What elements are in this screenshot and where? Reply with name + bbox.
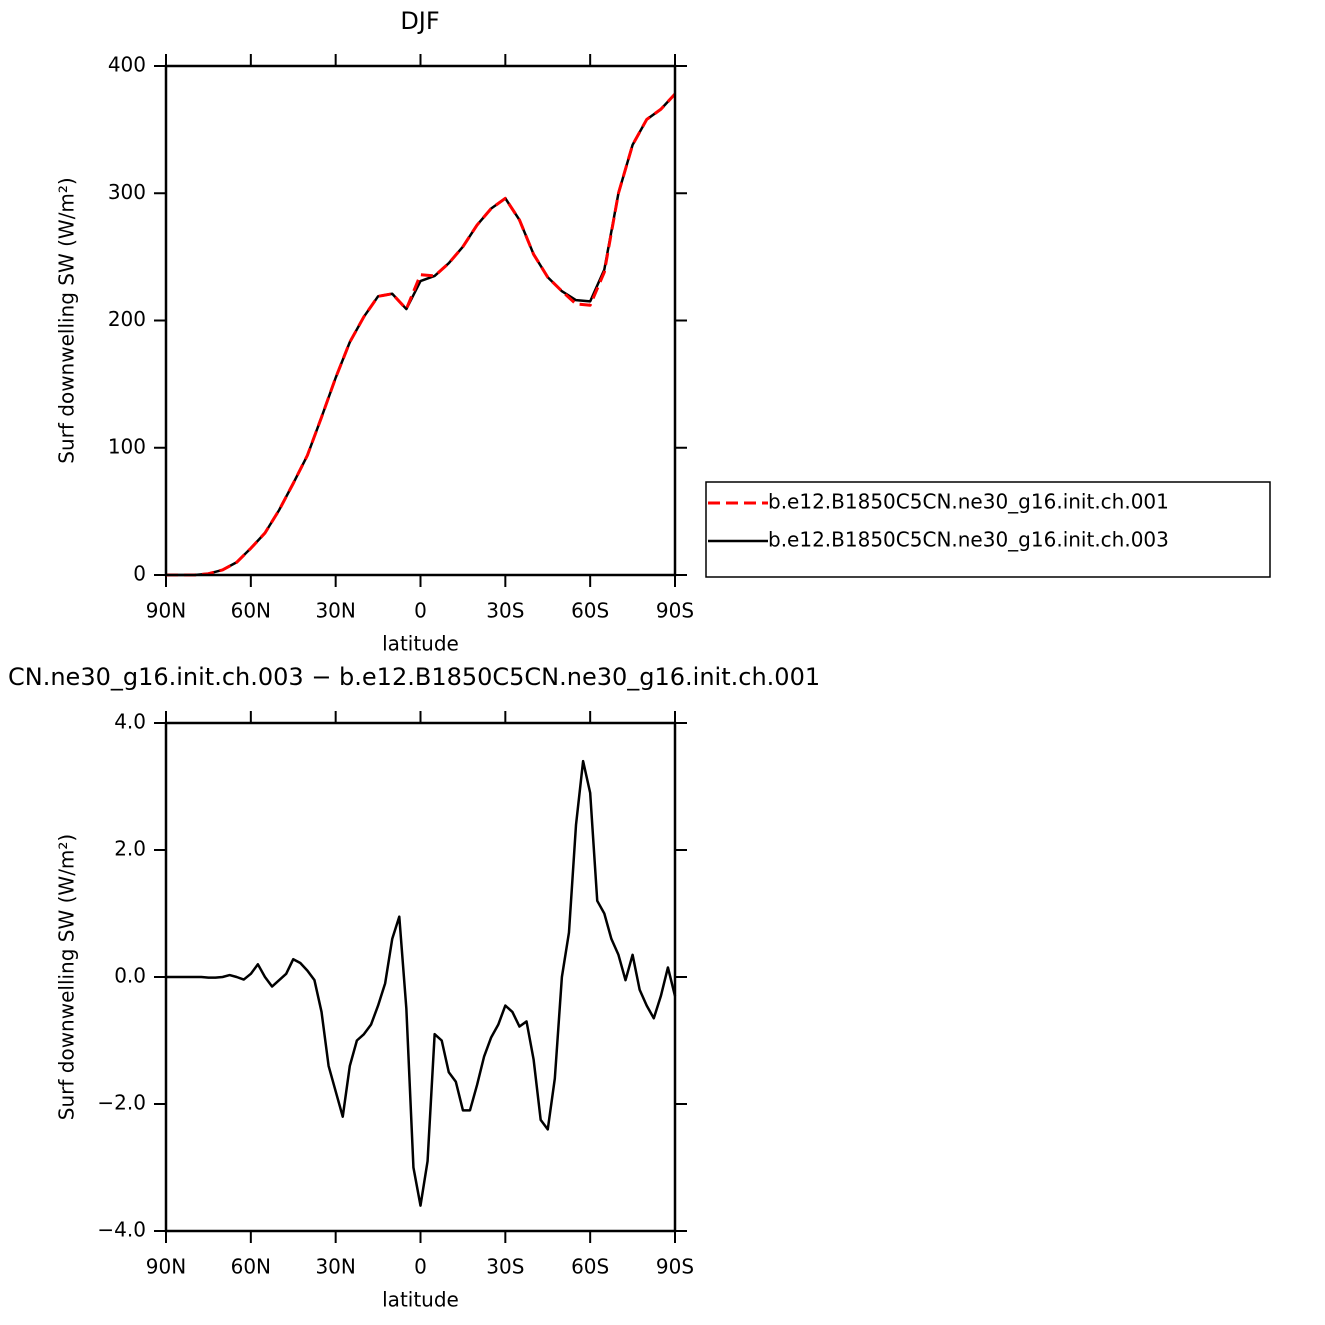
x-tick-label: 90N [146,599,186,623]
plot-frame [164,721,677,1233]
y-tick-label: 300 [108,180,146,204]
y-axis-label: Surf downwelling SW (W/m²) [55,834,79,1120]
x-tick-label: 30N [315,1255,355,1279]
x-tick-label: 90N [146,1255,186,1279]
legend-box [705,481,1271,578]
y-tick-label: 200 [108,307,146,331]
y-tick-label: 0 [133,562,146,586]
chart-title: DJF [400,7,439,35]
x-tick-label: 30S [486,1255,524,1279]
x-tick-label: 60N [231,1255,271,1279]
legend-label: b.e12.B1850C5CN.ne30_g16.init.ch.003 [768,528,1169,552]
y-tick-label: 100 [108,434,146,458]
plot-frame [164,64,677,577]
legend-label: b.e12.B1850C5CN.ne30_g16.init.ch.001 [768,490,1169,514]
y-tick-label: 400 [108,53,146,77]
y-tick-label: 0.0 [114,964,146,988]
chart-title: CN.ne30_g16.init.ch.003 − b.e12.B1850C5C… [8,663,820,691]
y-tick-label: 2.0 [114,837,146,861]
x-axis-label: latitude [382,1288,459,1312]
x-tick-label: 90S [656,599,694,623]
y-axis-label: Surf downwelling SW (W/m²) [55,177,79,463]
y-tick-label: −2.0 [97,1091,146,1115]
x-tick-label: 60N [231,599,271,623]
x-tick-label: 0 [414,599,427,623]
x-tick-label: 30N [315,599,355,623]
x-axis-label: latitude [382,632,459,656]
x-tick-label: 90S [656,1255,694,1279]
x-tick-label: 60S [571,599,609,623]
y-tick-label: 4.0 [114,710,146,734]
x-tick-label: 30S [486,599,524,623]
y-tick-label: −4.0 [97,1218,146,1242]
x-tick-label: 60S [571,1255,609,1279]
data-line [166,93,676,577]
x-tick-label: 0 [414,1255,427,1279]
data-line [166,92,677,577]
data-line [166,759,677,1207]
